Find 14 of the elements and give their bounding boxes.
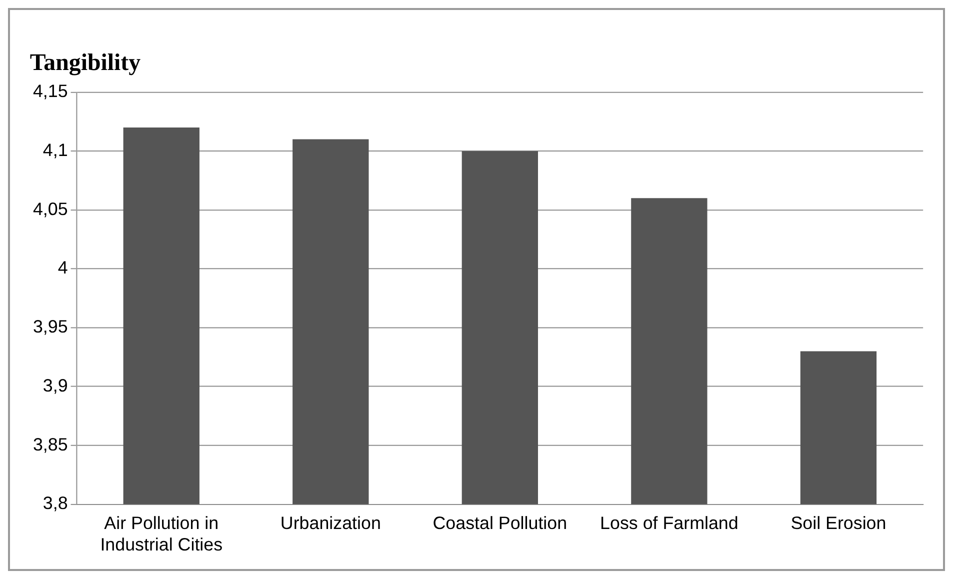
y-tick-label: 4,05 bbox=[32, 198, 68, 219]
y-tick-label: 3,8 bbox=[42, 493, 68, 514]
x-tick-label: Air Pollution in Industrial Cities bbox=[100, 512, 223, 554]
x-tick-label: Loss of Farmland bbox=[600, 512, 738, 533]
y-tick-label: 3,9 bbox=[42, 375, 68, 396]
y-tick-label: 4,15 bbox=[32, 81, 68, 102]
x-tick-label: Coastal Pollution bbox=[432, 512, 568, 533]
x-tick-label: Urbanization bbox=[280, 512, 381, 533]
x-tick-label: Soil Erosion bbox=[790, 512, 886, 533]
y-tick-label: 4 bbox=[58, 258, 68, 278]
y-tick-label: 3,95 bbox=[32, 316, 68, 337]
y-tick-label: 4,1 bbox=[42, 140, 68, 160]
chart-title: Tangibility bbox=[30, 50, 141, 76]
y-tick-label: 3,85 bbox=[32, 434, 68, 454]
